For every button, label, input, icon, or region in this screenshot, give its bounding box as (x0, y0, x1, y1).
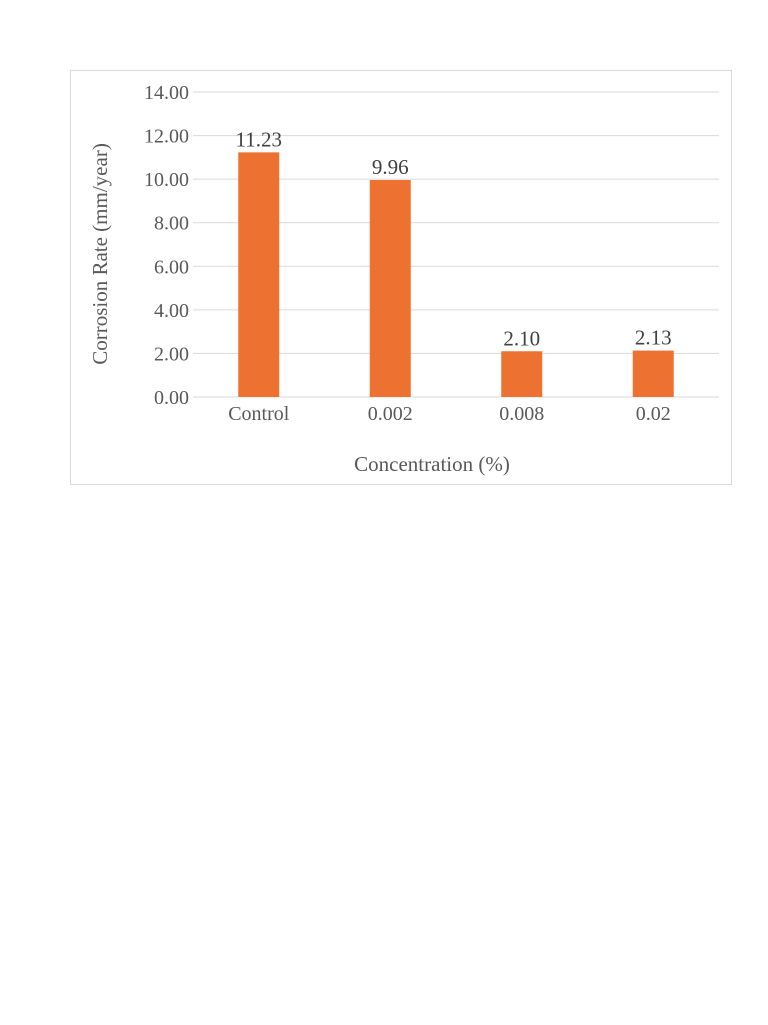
y-axis-title: Corrosion Rate (mm/year) (88, 143, 112, 365)
bar-0.02 (632, 350, 674, 397)
x-tick-label: 0.008 (499, 403, 544, 425)
data-label: 9.96 (372, 155, 409, 179)
bars (238, 152, 674, 397)
y-tick-label: 12.00 (144, 126, 189, 148)
data-label: 2.13 (635, 326, 672, 350)
bar-0.002 (369, 180, 411, 397)
y-tick-label: 4.00 (154, 300, 189, 322)
y-tick-label: 14.00 (144, 82, 189, 104)
chart-frame: 0.00 2.00 4.00 6.00 8.00 10.00 12.00 14.00 11.2… (70, 70, 732, 485)
data-label: 2.10 (503, 326, 540, 350)
bar-Control (238, 152, 280, 397)
gridlines (193, 91, 719, 398)
y-axis-ticks: 0.00 2.00 4.00 6.00 8.00 10.00 12.00 14.00 (144, 82, 189, 409)
data-label: 11.23 (236, 127, 282, 151)
y-tick-label: 6.00 (154, 256, 189, 278)
y-tick-label: 10.00 (144, 169, 189, 191)
x-axis-ticks: Control 0.002 0.008 0.02 (228, 403, 671, 425)
x-tick-label: Control (228, 403, 290, 425)
data-labels: 11.23 9.96 2.10 2.13 (236, 127, 672, 350)
x-tick-label: 0.002 (368, 403, 413, 425)
y-tick-label: 0.00 (154, 387, 189, 409)
y-tick-label: 2.00 (154, 343, 189, 365)
x-tick-label: 0.02 (636, 403, 671, 425)
y-tick-label: 8.00 (154, 213, 189, 235)
x-axis-title: Concentration (%) (354, 452, 510, 476)
bar-0.008 (501, 351, 543, 397)
